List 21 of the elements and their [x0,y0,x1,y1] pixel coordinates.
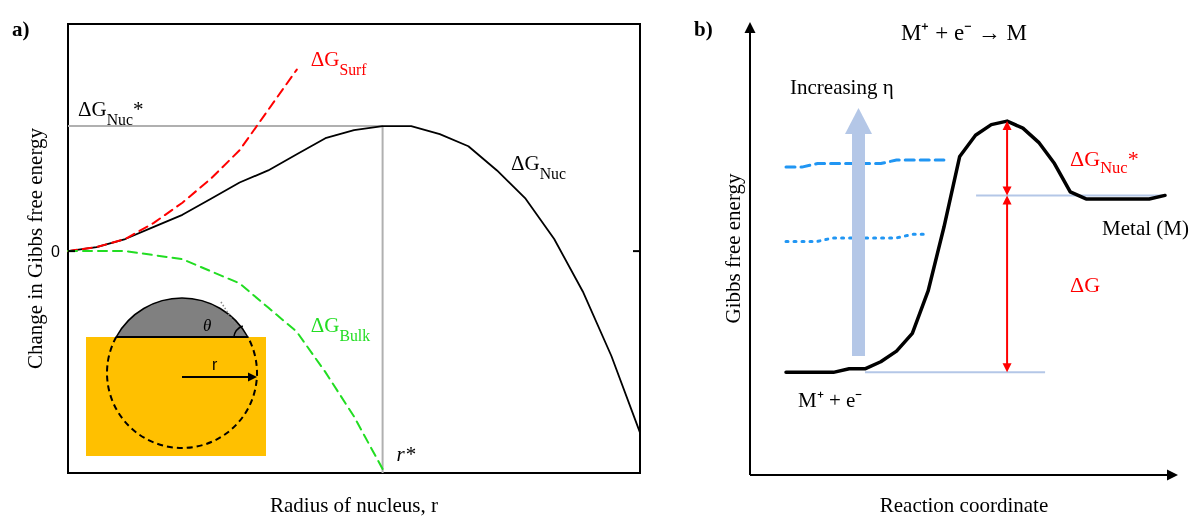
x-axis-title: Radius of nucleus, r [270,493,438,517]
text: Increasing η [790,75,894,99]
y-axis-title: Gibbs free energy [721,172,745,324]
series-label: ΔG$_{Nuc}$ [511,151,566,182]
nucleus-on-substrate-picture: θ r [86,297,266,456]
text: 0 [51,242,61,260]
series-label: ΔG$_{Bulk}$ [310,312,371,344]
annotation: r* [396,442,416,466]
annotation: ΔG$_{Nuc}$* [1070,145,1139,178]
series-label: ΔG$_{Surf}$ [310,46,368,78]
annotation: ΔG [1070,271,1101,297]
y-axis-title: Change in Gibbs free energy [23,127,47,370]
x-axis-title: Reaction coordinate [879,493,1049,517]
annotation: θ [203,316,212,335]
annotation: M⁺ + e⁻ [798,388,863,413]
annotation: r [212,356,218,373]
chart-subtitle: M⁺ + e⁻ → M [900,20,1028,45]
chart-title: b) [694,17,713,41]
chart-title: a) [12,17,30,41]
annotation: ΔG$_{Nuc}$* [78,97,144,128]
annotation: Metal (M) [1102,216,1189,241]
